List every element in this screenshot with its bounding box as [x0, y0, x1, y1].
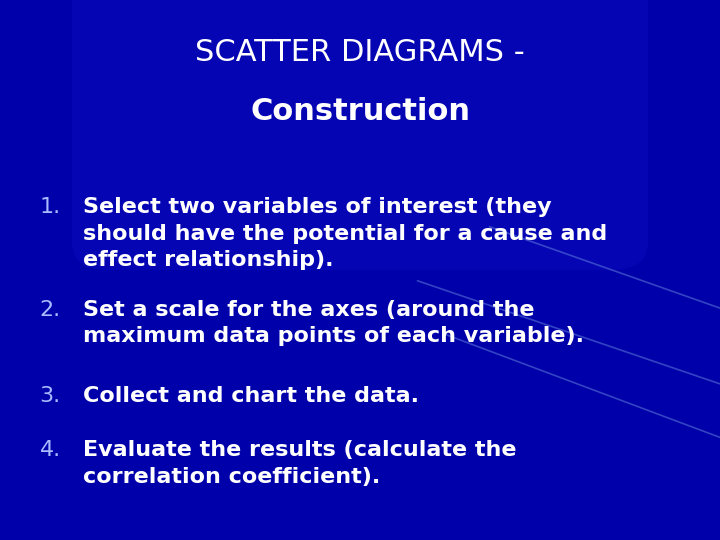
FancyBboxPatch shape [72, 0, 648, 270]
Text: 2.: 2. [40, 300, 60, 320]
Text: 1.: 1. [40, 197, 60, 217]
Text: Construction: Construction [250, 97, 470, 126]
Text: 4.: 4. [40, 440, 60, 460]
Text: Evaluate the results (calculate the
correlation coefficient).: Evaluate the results (calculate the corr… [83, 440, 516, 487]
Text: Set a scale for the axes (around the
maximum data points of each variable).: Set a scale for the axes (around the max… [83, 300, 584, 346]
Text: 3.: 3. [40, 386, 60, 406]
Text: Select two variables of interest (they
should have the potential for a cause and: Select two variables of interest (they s… [83, 197, 607, 270]
Text: Collect and chart the data.: Collect and chart the data. [83, 386, 419, 406]
Text: SCATTER DIAGRAMS -: SCATTER DIAGRAMS - [195, 38, 525, 67]
